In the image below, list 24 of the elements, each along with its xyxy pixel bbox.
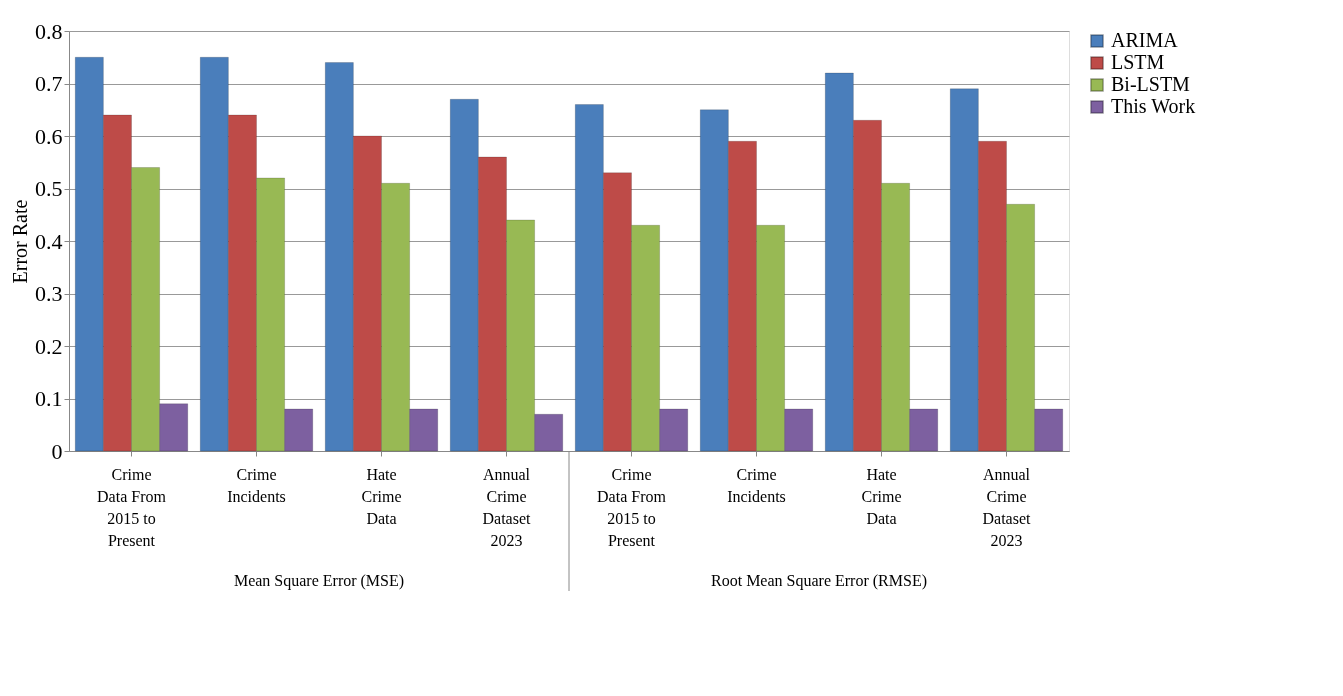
y-tick-label: 0.6 xyxy=(35,123,63,149)
legend-label: Bi-LSTM xyxy=(1111,73,1191,95)
x-tick-label: Hate Crime Data xyxy=(861,465,902,527)
x-tick-label: Crime Incidents xyxy=(227,465,286,505)
x-tick-label: Annual Crime Dataset 2023 xyxy=(482,465,532,549)
x-tick-label: Crime Incidents xyxy=(727,465,786,505)
legend-label: ARIMA xyxy=(1111,29,1179,51)
text: Mean Square Error (MSE) xyxy=(233,572,405,590)
y-axis-title: Error Rate xyxy=(9,199,31,284)
y-tick-label: 0.2 xyxy=(35,333,63,359)
x-tick-label: Crime Data From 2015 to Present xyxy=(597,465,667,549)
y-tick-label: 0.7 xyxy=(35,71,63,96)
y-tick-label: 0.4 xyxy=(35,228,63,254)
x-tick-label: Crime Data From 2015 to Present xyxy=(97,465,167,549)
y-tick-label: 0.1 xyxy=(35,386,63,411)
y-tick-label: 0.5 xyxy=(35,176,63,201)
text: Root Mean Square Error (RMSE) xyxy=(711,572,927,590)
y-tick-label: 0.8 xyxy=(35,18,63,44)
y-tick-label: 0 xyxy=(51,438,63,464)
x-tick-label: Hate Crime Data xyxy=(361,465,402,527)
legend-label: This Work xyxy=(1111,95,1196,117)
legend-label: LSTM xyxy=(1111,51,1165,73)
x-tick-label: Annual Crime Dataset 2023 xyxy=(982,465,1032,549)
y-tick-label: 0.3 xyxy=(35,281,63,306)
